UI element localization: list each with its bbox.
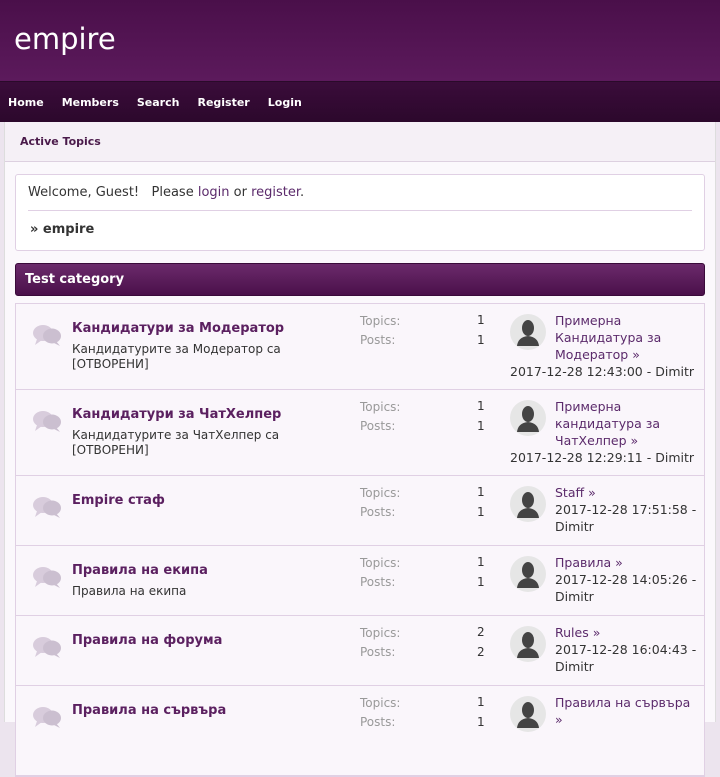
topics-count: 1	[477, 485, 485, 499]
topics-label: Topics:	[360, 486, 401, 500]
posts-count: 1	[477, 505, 485, 519]
nav-home[interactable]: Home	[8, 95, 44, 109]
user-silhouette-icon	[517, 632, 539, 658]
welcome-text: Welcome, Guest! Please	[28, 185, 198, 200]
forum-bubbles-icon	[33, 637, 61, 658]
board-row: Правила на сървъра Topics: Posts: 1 1 Пр…	[16, 686, 704, 776]
posts-label: Posts:	[360, 715, 396, 729]
last-post-date: 2017-12-28 16:04:43 - Dimitr	[555, 642, 697, 674]
posts-label: Posts:	[360, 505, 396, 519]
nav-login[interactable]: Login	[267, 95, 302, 109]
last-post-date: 2017-12-28 12:43:00 - Dimitr	[510, 364, 695, 379]
last-post: Примерна Кандидатура за Модератор »	[555, 312, 700, 363]
last-post: Rules » 2017-12-28 16:04:43 - Dimitr	[555, 624, 700, 675]
site-title[interactable]: empire	[14, 22, 116, 56]
last-post-link[interactable]: Примерна кандидатура за ЧатХелпер »	[555, 399, 661, 448]
last-post-link[interactable]: Правила »	[555, 555, 623, 570]
last-post-link[interactable]: Rules »	[555, 625, 601, 640]
posts-label: Posts:	[360, 333, 396, 347]
avatar	[510, 626, 546, 662]
nav-register[interactable]: Register	[197, 95, 250, 109]
or-text: or	[229, 185, 252, 200]
board-description: Кандидатурите за Модератор са [ОТВОРЕНИ]	[72, 342, 281, 371]
board-description: Правила на екипа	[72, 584, 187, 598]
board-list: Кандидатури за Модератор Кандидатурите з…	[15, 303, 705, 777]
welcome-box: Welcome, Guest! Please login or register…	[15, 174, 705, 251]
board-row: Правила на екипа Правила на екипа Topics…	[16, 546, 704, 616]
topics-count: 1	[477, 695, 485, 709]
nav-members[interactable]: Members	[61, 95, 119, 109]
forum-bubbles-icon	[33, 411, 61, 432]
period: .	[300, 185, 305, 200]
topics-label: Topics:	[360, 314, 401, 328]
posts-count: 2	[477, 645, 485, 659]
board-row: Правила на форума Topics: Posts: 2 2 Rul…	[16, 616, 704, 686]
last-post-link[interactable]: Правила на сървъра »	[555, 695, 691, 727]
board-name[interactable]: Правила на екипа	[72, 563, 208, 578]
last-post-date: 2017-12-28 14:05:26 - Dimitr	[555, 572, 697, 604]
board-row: Empire стаф Topics: Posts: 1 1 Staff » 20…	[16, 476, 704, 546]
breadcrumb[interactable]: » empire	[30, 222, 95, 237]
topics-label: Topics:	[360, 556, 401, 570]
avatar	[510, 400, 546, 436]
board-name[interactable]: Кандидатури за ЧатХелпер	[72, 407, 282, 422]
board-row: Кандидатури за Модератор Кандидатурите з…	[16, 304, 704, 390]
category-header[interactable]: Test category	[15, 263, 705, 296]
register-link[interactable]: register	[251, 185, 301, 200]
nav-search[interactable]: Search	[136, 95, 180, 109]
user-silhouette-icon	[517, 702, 539, 728]
user-silhouette-icon	[517, 562, 539, 588]
user-silhouette-icon	[517, 492, 539, 518]
posts-count: 1	[477, 575, 485, 589]
avatar	[510, 696, 546, 732]
last-post: Примерна кандидатура за ЧатХелпер »	[555, 398, 700, 449]
user-silhouette-icon	[517, 320, 539, 346]
user-silhouette-icon	[517, 406, 539, 432]
board-row: Кандидатури за ЧатХелпер Кандидатурите з…	[16, 390, 704, 476]
forum-bubbles-icon	[33, 567, 61, 588]
topics-label: Topics:	[360, 400, 401, 414]
board-name[interactable]: Empire стаф	[72, 493, 165, 508]
topics-count: 1	[477, 555, 485, 569]
last-post: Правила » 2017-12-28 14:05:26 - Dimitr	[555, 554, 700, 605]
login-link[interactable]: login	[197, 185, 230, 200]
board-name[interactable]: Правила на форума	[72, 633, 223, 648]
posts-count: 1	[477, 715, 485, 729]
board-name[interactable]: Кандидатури за Модератор	[72, 321, 285, 336]
avatar	[510, 314, 546, 350]
last-post-link[interactable]: Примерна Кандидатура за Модератор »	[555, 313, 662, 362]
main-nav: Home Members Search Register Login	[0, 82, 720, 122]
forum-bubbles-icon	[33, 707, 61, 728]
forum-bubbles-icon	[33, 325, 61, 346]
last-post: Staff » 2017-12-28 17:51:58 - Dimitr	[555, 484, 700, 535]
subnav: Active Topics	[5, 122, 715, 162]
avatar	[510, 486, 546, 522]
last-post-date: 2017-12-28 12:29:11 - Dimitr	[510, 450, 695, 465]
topics-count: 1	[477, 313, 485, 327]
topics-count: 1	[477, 399, 485, 413]
content: Active Topics Welcome, Guest! Please log…	[4, 122, 716, 777]
posts-label: Posts:	[360, 419, 396, 433]
posts-label: Posts:	[360, 575, 396, 589]
topics-count: 2	[477, 625, 485, 639]
last-post-date: 2017-12-28 17:51:58 - Dimitr	[555, 502, 697, 534]
posts-count: 1	[477, 419, 485, 433]
last-post: Правила на сървъра »	[555, 694, 700, 728]
topics-label: Topics:	[360, 626, 401, 640]
posts-count: 1	[477, 333, 485, 347]
header: empire	[0, 0, 720, 82]
board-name[interactable]: Правила на сървъра	[72, 703, 227, 718]
last-post-link[interactable]: Staff »	[555, 485, 596, 500]
posts-label: Posts:	[360, 645, 396, 659]
topics-label: Topics:	[360, 696, 401, 710]
board-description: Кандидатурите за ЧатХелпер са [ОТВОРЕНИ]	[72, 428, 280, 457]
forum-bubbles-icon	[33, 497, 61, 518]
avatar	[510, 556, 546, 592]
active-topics-link[interactable]: Active Topics	[20, 135, 101, 148]
